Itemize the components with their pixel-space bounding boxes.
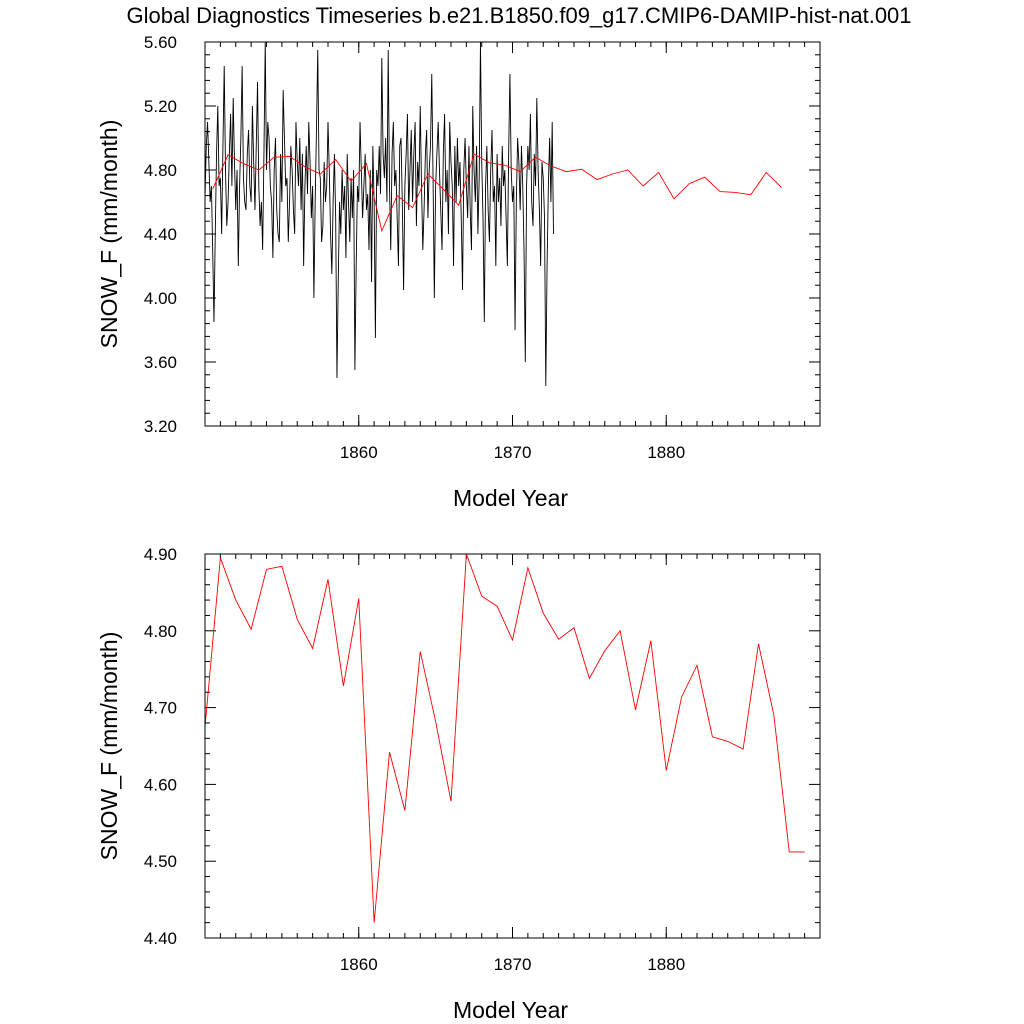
y-tick-label: 3.60 [144, 353, 177, 372]
y-tick-label: 3.20 [144, 417, 177, 436]
monthly-series-line [205, 42, 554, 387]
figure-title: Global Diagnostics Timeseries b.e21.B185… [126, 3, 911, 28]
x-tick-label: 1870 [494, 955, 532, 974]
plot-frame [204, 553, 821, 939]
bottom-plot: 1860 1870 1880 4.40 4.50 4.60 4.70 4.80 4.90 Mode… [96, 545, 821, 1023]
y-tick-label: 5.20 [144, 97, 177, 116]
y-tick-label: 4.70 [144, 699, 177, 718]
y-tick-label: 4.40 [144, 929, 177, 948]
x-axis-label: Model Year [453, 997, 568, 1023]
annual-series-line [205, 554, 805, 923]
y-axis-label: SNOW_F (mm/month) [96, 632, 122, 861]
y-axis-label: SNOW_F (mm/month) [96, 120, 122, 349]
annual-series-line [212, 153, 782, 233]
y-tick-label: 4.40 [144, 225, 177, 244]
y-tick-label: 4.80 [144, 161, 177, 180]
x-tick-label: 1880 [647, 955, 685, 974]
y-tick-label: 4.80 [144, 622, 177, 641]
y-tick-label: 5.60 [144, 33, 177, 52]
x-axis-label: Model Year [453, 485, 568, 511]
x-tick-label: 1860 [340, 443, 378, 462]
y-tick-label: 4.00 [144, 289, 177, 308]
y-tick-label: 4.60 [144, 775, 177, 794]
x-tick-label: 1880 [647, 443, 685, 462]
y-tick-label: 4.50 [144, 852, 177, 871]
top-plot: 1860 1870 1880 3.20 3.60 4.00 4.40 4.80 5.20 5.60… [96, 33, 821, 511]
x-tick-label: 1870 [494, 443, 532, 462]
y-tick-label: 4.90 [144, 545, 177, 564]
x-tick-label: 1860 [340, 955, 378, 974]
plot-frame [204, 41, 821, 427]
